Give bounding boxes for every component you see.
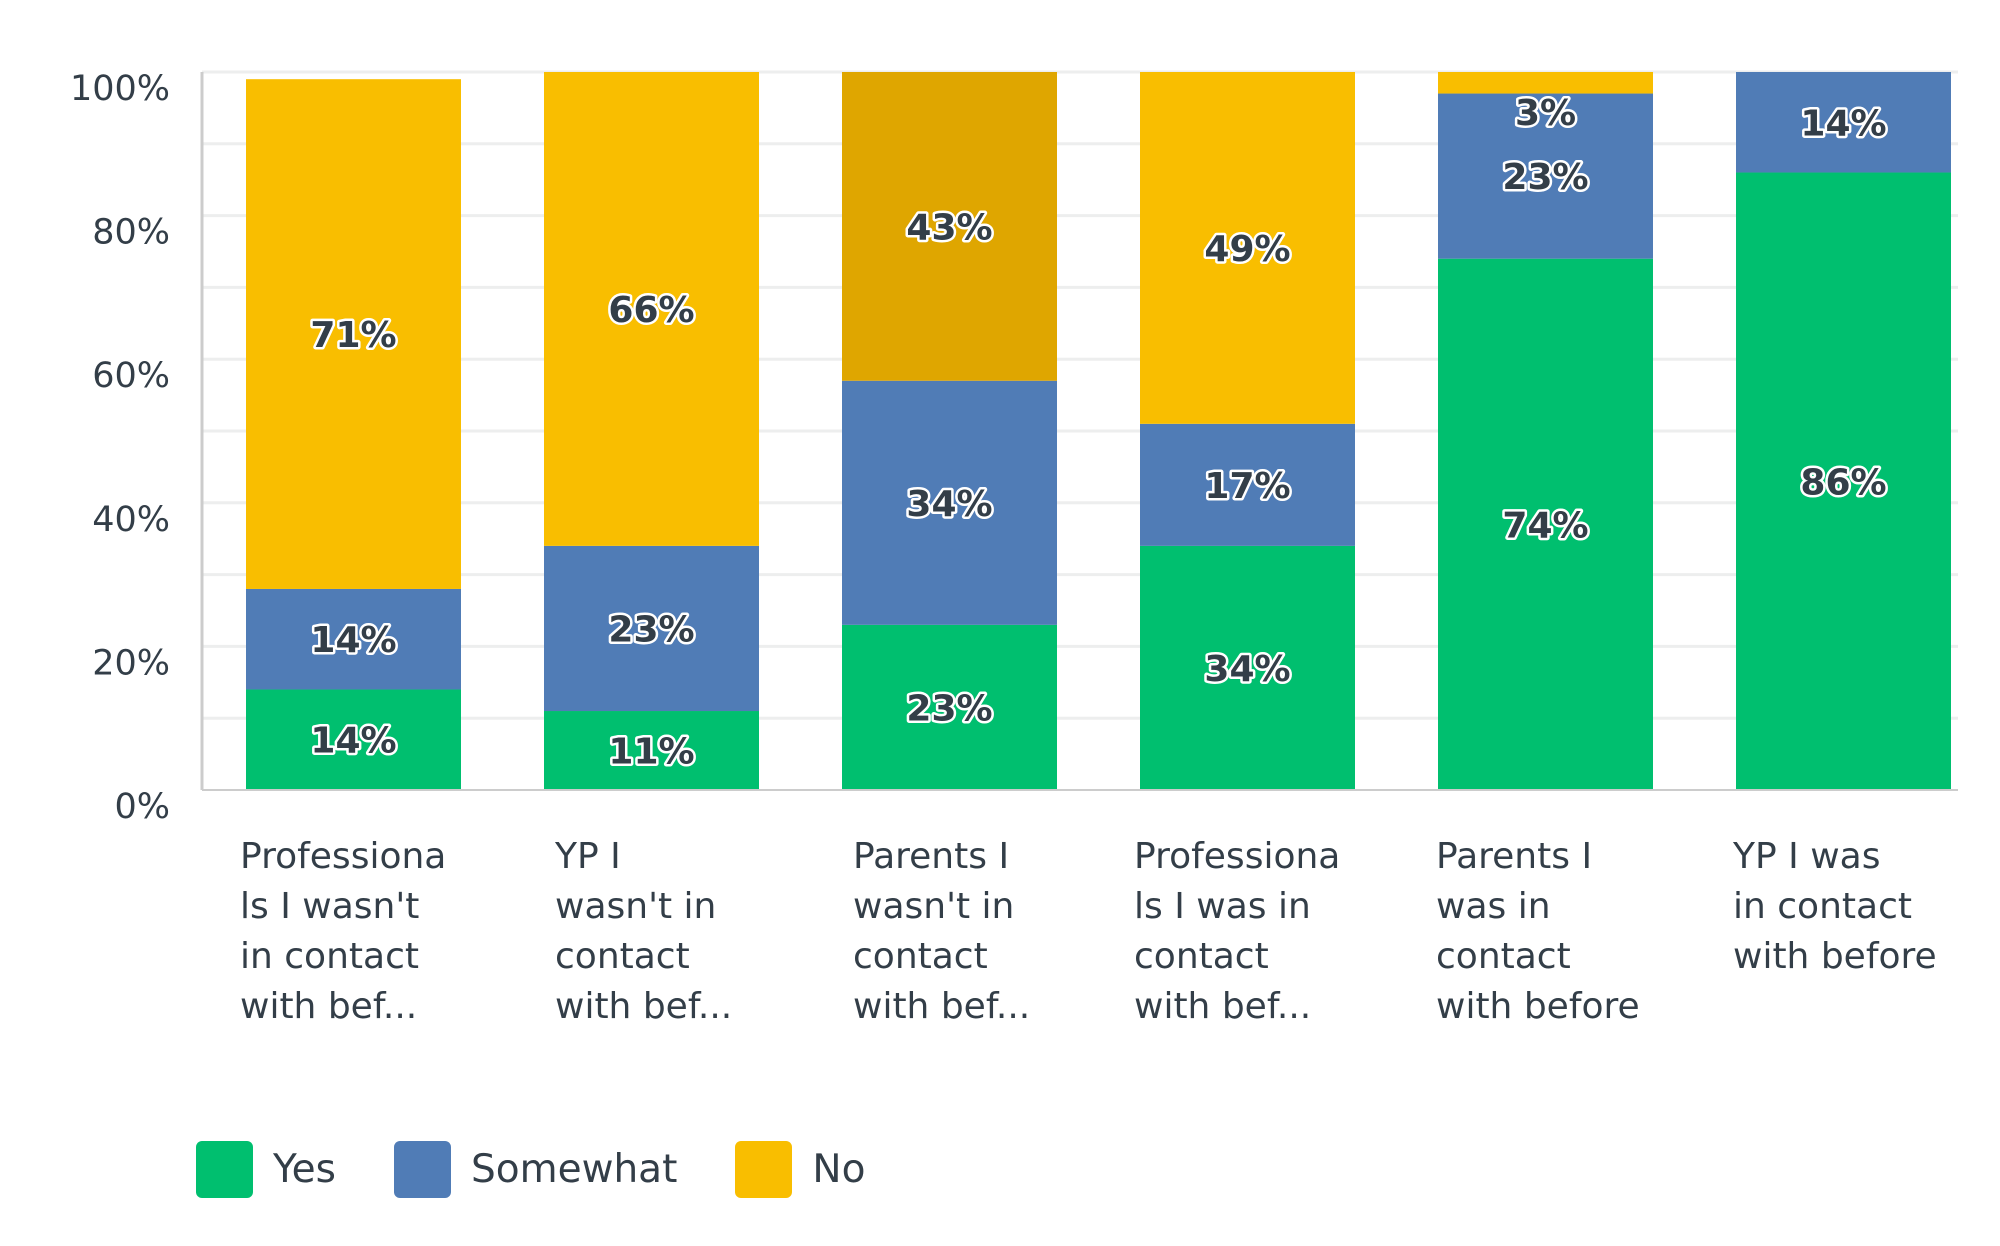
- value-label: 49%: [1204, 229, 1290, 270]
- value-label: 23%: [906, 688, 992, 729]
- category-label: Parents I was in contact with before: [1436, 832, 1686, 1032]
- bar-segment-yes[interactable]: [1736, 172, 1951, 790]
- category-label-line: in contact: [240, 936, 419, 977]
- legend-item-no[interactable]: No: [735, 1141, 865, 1198]
- legend-swatch-yes: [196, 1141, 253, 1198]
- bar-segment-no[interactable]: [1438, 72, 1653, 94]
- bar-segment-no[interactable]: [842, 72, 1057, 381]
- legend-label-somewhat: Somewhat: [470, 1147, 678, 1192]
- legend-item-somewhat[interactable]: Somewhat: [393, 1141, 678, 1198]
- category-label-line: Professiona: [240, 836, 447, 877]
- legend: Yes Somewhat No: [196, 1141, 923, 1198]
- category-label-line: Parents I: [853, 836, 1010, 877]
- value-label: 3%: [1515, 93, 1576, 134]
- bar-segment-yes[interactable]: [842, 624, 1057, 790]
- category-label-line: with bef...: [240, 986, 418, 1027]
- bar-segment-somewhat[interactable]: [544, 545, 759, 712]
- category-label-line: wasn't in: [853, 886, 1015, 927]
- category-label: YP I wasn't in contact with bef...: [555, 832, 805, 1032]
- y-tick-label: 100%: [70, 69, 170, 109]
- category-label-line: YP I was: [1733, 836, 1881, 877]
- y-tick-label: 40%: [92, 500, 170, 540]
- value-label: 86%: [1800, 462, 1886, 503]
- value-label: 23%: [608, 609, 694, 650]
- value-label: 66%: [608, 290, 694, 331]
- legend-item-yes[interactable]: Yes: [196, 1141, 336, 1198]
- bar-segment-somewhat[interactable]: [1736, 72, 1951, 173]
- legend-label-no: No: [812, 1147, 866, 1192]
- bar-segment-yes[interactable]: [246, 689, 461, 790]
- bar-segment-no[interactable]: [1140, 72, 1355, 424]
- legend-label-yes: Yes: [273, 1147, 336, 1192]
- category-label-line: with before: [1733, 936, 1937, 977]
- y-tick-label: 20%: [92, 643, 170, 683]
- value-label: 23%: [1502, 157, 1588, 198]
- y-axis-ticks: 0% 20% 40% 60% 80% 100%: [70, 69, 170, 827]
- category-label-line: with bef...: [555, 986, 733, 1027]
- value-label: 14%: [1800, 103, 1886, 144]
- category-label-line: in contact: [1733, 886, 1912, 927]
- category-label-line: contact: [1134, 936, 1269, 977]
- category-label-line: with bef...: [853, 986, 1031, 1027]
- bar-segment-somewhat[interactable]: [1438, 93, 1653, 259]
- bars: [246, 72, 1951, 790]
- category-label-line: Parents I: [1436, 836, 1593, 877]
- category-label: YP I was in contact with before: [1733, 832, 1983, 982]
- value-label: 74%: [1502, 505, 1588, 546]
- category-label: Professiona ls I was in contact with bef...: [1134, 832, 1384, 1032]
- y-tick-label: 0%: [114, 787, 170, 827]
- bar-segment-no[interactable]: [544, 72, 759, 546]
- category-label-line: with bef...: [1134, 986, 1312, 1027]
- y-tick-label: 80%: [92, 213, 170, 253]
- bar-segment-somewhat[interactable]: [1140, 423, 1355, 546]
- category-label-line: ls I wasn't: [240, 886, 420, 927]
- value-label: 14%: [310, 721, 396, 762]
- category-label: Professiona ls I wasn't in contact with bef…: [240, 832, 490, 1032]
- bar-segment-no[interactable]: [246, 79, 461, 589]
- bar-segment-yes[interactable]: [544, 711, 759, 790]
- value-labels: 14% 14% 71% 11% 23% 66% 23% 34% 43% 34% 17% 49% 74% 2…: [308, 91, 1889, 776]
- bar-segment-yes[interactable]: [1140, 545, 1355, 790]
- gridlines: [202, 70, 1958, 720]
- category-label-line: contact: [555, 936, 690, 977]
- value-label: 17%: [1204, 466, 1290, 507]
- legend-swatch-no: [735, 1141, 793, 1198]
- value-label: 43%: [906, 207, 992, 248]
- category-label-line: was in: [1436, 886, 1551, 927]
- y-tick-label: 60%: [92, 356, 170, 396]
- category-label-line: ls I was in: [1134, 886, 1311, 927]
- category-label-line: with before: [1436, 986, 1640, 1027]
- category-label-line: wasn't in: [555, 886, 717, 927]
- value-label: 14%: [310, 620, 396, 661]
- value-label: 34%: [906, 484, 992, 525]
- bar-segment-somewhat[interactable]: [246, 588, 461, 690]
- bar-segment-somewhat[interactable]: [842, 380, 1057, 625]
- value-label: 34%: [1204, 649, 1290, 690]
- legend-swatch-somewhat: [393, 1141, 451, 1198]
- value-label: 71%: [310, 315, 396, 356]
- category-label-line: contact: [1436, 936, 1571, 977]
- category-label-line: YP I: [555, 836, 621, 877]
- category-label-line: contact: [853, 936, 988, 977]
- value-label: 11%: [608, 732, 694, 773]
- category-label-line: Professiona: [1134, 836, 1341, 877]
- bar-segment-yes[interactable]: [1438, 258, 1653, 790]
- category-label: Parents I wasn't in contact with bef...: [853, 832, 1103, 1032]
